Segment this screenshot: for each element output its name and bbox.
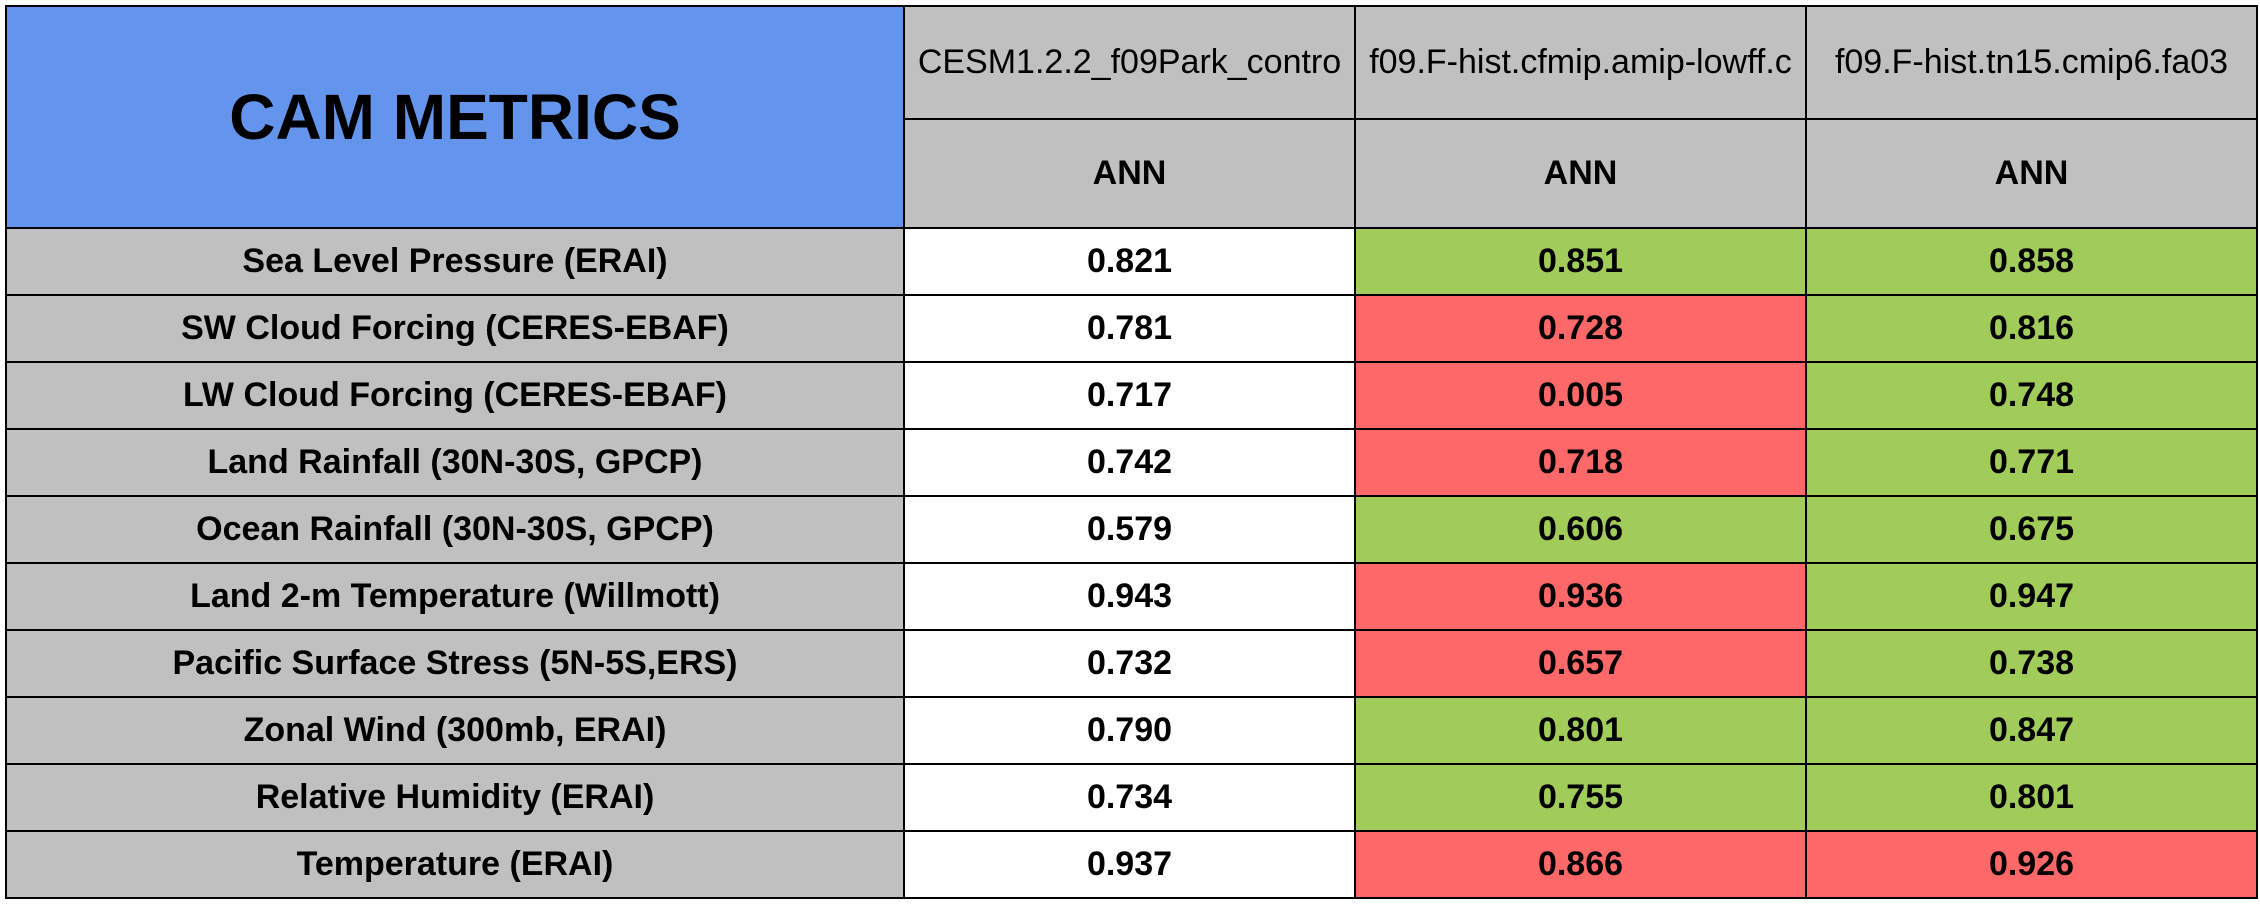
- table-title: CAM METRICS: [5, 5, 905, 229]
- metric-value-cell: 0.866: [1354, 830, 1807, 899]
- table-row: Land 2-m Temperature (Willmott) 0.943 0.93…: [5, 562, 2258, 631]
- table-row: Pacific Surface Stress (5N-5S,ERS) 0.732 0…: [5, 629, 2258, 698]
- cam-metrics-table: CAM METRICS CESM1.2.2_f09Park_contro f09…: [5, 5, 2258, 899]
- run-name-text: f09.F-hist.tn15.cmip6.fa03: [1834, 43, 2229, 81]
- metric-value-cell: 0.717: [903, 361, 1356, 430]
- season-header-row: ANN ANN ANN: [6, 118, 2258, 229]
- metric-value-cell: 0.579: [903, 495, 1356, 564]
- metric-value-cell: 0.816: [1805, 294, 2258, 363]
- run-name-header: CESM1.2.2_f09Park_contro: [903, 5, 1356, 120]
- metric-value-cell: 0.936: [1354, 562, 1807, 631]
- metric-value-cell: 0.606: [1354, 495, 1807, 564]
- table-row: SW Cloud Forcing (CERES-EBAF) 0.781 0.728 0…: [5, 294, 2258, 363]
- season-header: ANN: [1805, 118, 2258, 229]
- metric-value-cell: 0.851: [1354, 227, 1807, 296]
- table-row: LW Cloud Forcing (CERES-EBAF) 0.717 0.005 0…: [5, 361, 2258, 430]
- metric-label: Ocean Rainfall (30N-30S, GPCP): [5, 495, 905, 564]
- metric-label: SW Cloud Forcing (CERES-EBAF): [5, 294, 905, 363]
- metric-label: LW Cloud Forcing (CERES-EBAF): [5, 361, 905, 430]
- run-name-header: f09.F-hist.tn15.cmip6.fa03: [1805, 5, 2258, 120]
- metric-value-cell: 0.675: [1805, 495, 2258, 564]
- metric-value-cell: 0.801: [1805, 763, 2258, 832]
- table-row: Sea Level Pressure (ERAI) 0.821 0.851 0.858: [5, 227, 2258, 296]
- metric-value-cell: 0.801: [1354, 696, 1807, 765]
- table-row: Land Rainfall (30N-30S, GPCP) 0.742 0.718 0…: [5, 428, 2258, 497]
- metric-value-cell: 0.748: [1805, 361, 2258, 430]
- table-row: Temperature (ERAI) 0.937 0.866 0.926: [5, 830, 2258, 899]
- metric-label: Pacific Surface Stress (5N-5S,ERS): [5, 629, 905, 698]
- metric-value-cell: 0.005: [1354, 361, 1807, 430]
- metric-value-cell: 0.734: [903, 763, 1356, 832]
- metric-value-cell: 0.943: [903, 562, 1356, 631]
- metric-value-cell: 0.847: [1805, 696, 2258, 765]
- metrics-body: Sea Level Pressure (ERAI) 0.821 0.851 0.858…: [5, 227, 2258, 899]
- metric-value-cell: 0.858: [1805, 227, 2258, 296]
- metric-value-cell: 0.781: [903, 294, 1356, 363]
- metric-value-cell: 0.821: [903, 227, 1356, 296]
- metric-label: Zonal Wind (300mb, ERAI): [5, 696, 905, 765]
- season-header: ANN: [1354, 118, 1807, 229]
- metric-value-cell: 0.728: [1354, 294, 1807, 363]
- metric-label: Sea Level Pressure (ERAI): [5, 227, 905, 296]
- run-name-header: f09.F-hist.cfmip.amip-lowff.c: [1354, 5, 1807, 120]
- metric-value-cell: 0.742: [903, 428, 1356, 497]
- table-row: Ocean Rainfall (30N-30S, GPCP) 0.579 0.606…: [5, 495, 2258, 564]
- season-header: ANN: [903, 118, 1356, 229]
- table-row: Relative Humidity (ERAI) 0.734 0.755 0.801: [5, 763, 2258, 832]
- metric-value-cell: 0.718: [1354, 428, 1807, 497]
- metric-value-cell: 0.790: [903, 696, 1356, 765]
- metric-value-cell: 0.771: [1805, 428, 2258, 497]
- metric-label: Land 2-m Temperature (Willmott): [5, 562, 905, 631]
- metric-value-cell: 0.738: [1805, 629, 2258, 698]
- metric-value-cell: 0.937: [903, 830, 1356, 899]
- run-name-text: f09.F-hist.cfmip.amip-lowff.c: [1369, 43, 1792, 81]
- metric-value-cell: 0.732: [903, 629, 1356, 698]
- run-name-text: CESM1.2.2_f09Park_contro: [917, 43, 1342, 81]
- metric-value-cell: 0.926: [1805, 830, 2258, 899]
- run-name-header-row: CAM METRICS CESM1.2.2_f09Park_contro f09…: [5, 5, 2258, 229]
- metric-value-cell: 0.755: [1354, 763, 1807, 832]
- metric-label: Land Rainfall (30N-30S, GPCP): [5, 428, 905, 497]
- metric-label: Temperature (ERAI): [5, 830, 905, 899]
- table-row: Zonal Wind (300mb, ERAI) 0.790 0.801 0.847: [5, 696, 2258, 765]
- metric-label: Relative Humidity (ERAI): [5, 763, 905, 832]
- metric-value-cell: 0.657: [1354, 629, 1807, 698]
- metric-value-cell: 0.947: [1805, 562, 2258, 631]
